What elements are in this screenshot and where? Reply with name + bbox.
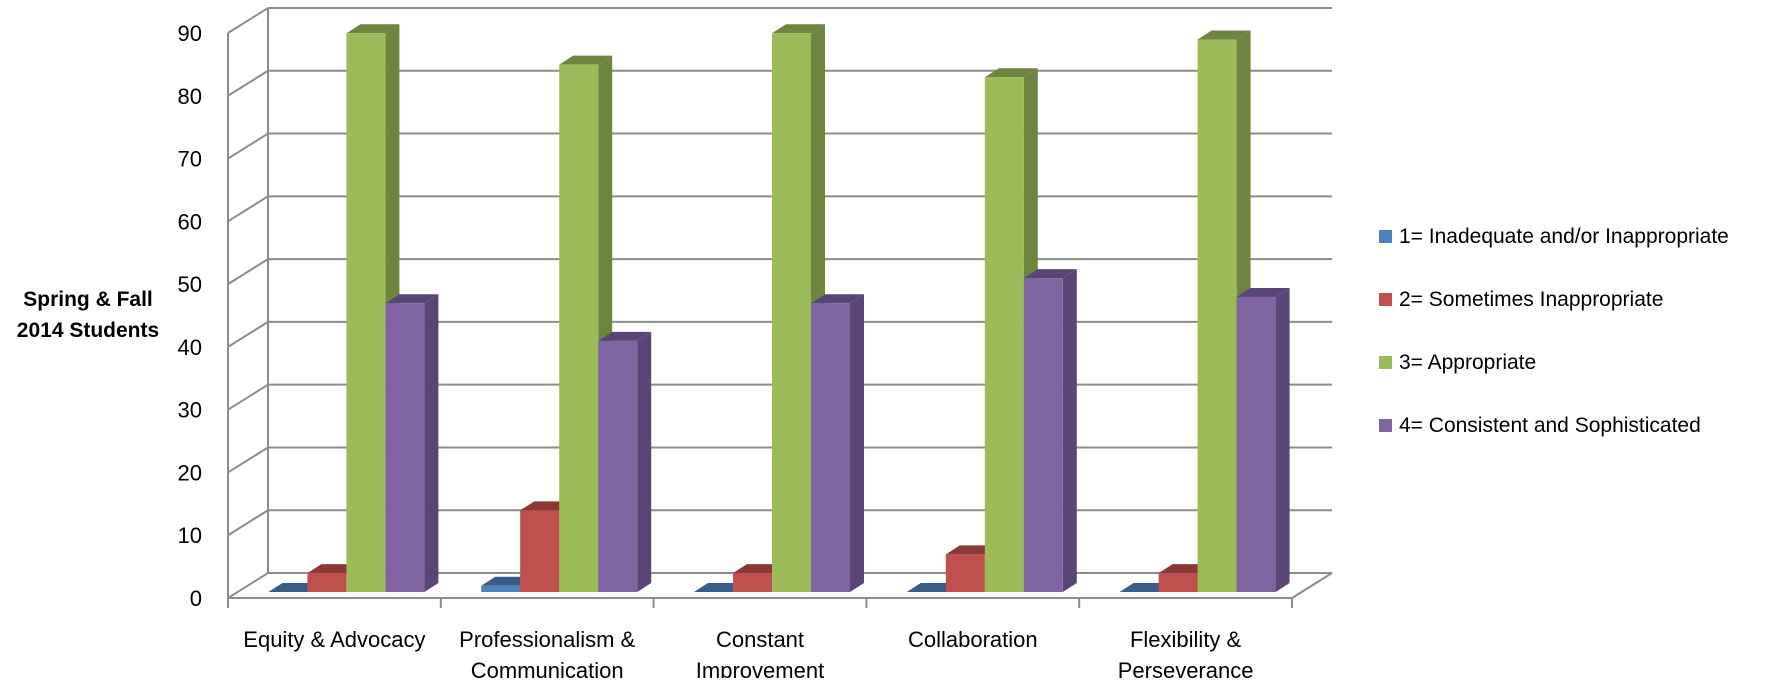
y-tick-label: 70 — [178, 147, 202, 172]
legend-swatch — [1379, 356, 1392, 369]
gridline-side — [227, 509, 269, 537]
bar — [772, 33, 811, 593]
legend-swatch — [1379, 230, 1392, 243]
y-tick-label: 10 — [178, 523, 202, 548]
floor-right-edge — [1291, 572, 1333, 599]
bar-side — [1062, 269, 1077, 592]
bar — [733, 573, 772, 592]
gridline-side — [227, 195, 269, 223]
x-category-label: Perseverance — [1118, 658, 1254, 678]
gridline-side — [227, 383, 269, 411]
y-tick-label: 30 — [178, 398, 202, 423]
bar — [1197, 39, 1237, 593]
gridline-side — [227, 321, 269, 348]
bar — [984, 77, 1024, 592]
bar-top — [1236, 287, 1290, 297]
y-axis-title: Spring & Fall — [23, 288, 153, 311]
gridline-side — [227, 446, 269, 474]
bar-side — [1275, 287, 1290, 592]
legend-label: 1= Inadequate and/or Inappropriate — [1399, 225, 1729, 248]
bar — [481, 585, 521, 592]
x-category-label: Communication — [471, 658, 624, 678]
legend-swatch — [1379, 419, 1392, 432]
bar-top — [811, 294, 864, 304]
gridline-side — [227, 69, 269, 97]
y-tick-label: 0 — [190, 586, 202, 611]
y-tick-label: 60 — [178, 209, 202, 234]
bar — [346, 33, 386, 593]
bar-side — [424, 294, 439, 592]
x-category-label: Constant — [716, 627, 804, 652]
x-category-label: Flexibility & — [1130, 627, 1242, 652]
y-tick-label: 90 — [178, 21, 202, 46]
bar — [559, 64, 599, 592]
bar-top — [1197, 30, 1251, 40]
bar — [385, 303, 425, 592]
y-axis-title: 2014 Students — [17, 319, 159, 342]
bar — [811, 303, 850, 592]
bar-top — [385, 294, 439, 304]
bar-top — [346, 24, 400, 34]
legend-label: 2= Sometimes Inappropriate — [1399, 288, 1663, 311]
bar-top — [1023, 269, 1077, 279]
bar — [945, 554, 985, 592]
bar-top — [772, 24, 825, 34]
legend-label: 4= Consistent and Sophisticated — [1399, 414, 1701, 437]
bar — [598, 340, 638, 592]
bar — [1236, 296, 1276, 592]
bar-top — [559, 55, 613, 65]
bar-top — [598, 331, 652, 341]
gridline-side — [227, 258, 269, 285]
x-category-label: Collaboration — [908, 627, 1038, 652]
bar-side — [637, 331, 652, 592]
legend-swatch — [1379, 293, 1392, 306]
bar — [520, 510, 560, 592]
x-category-label: Equity & Advocacy — [243, 627, 425, 652]
y-tick-label: 20 — [178, 460, 202, 485]
y-tick-label: 50 — [178, 272, 202, 297]
bar-side — [850, 294, 864, 592]
x-category-label: Professionalism & — [459, 627, 635, 652]
bar — [1158, 573, 1198, 592]
bar — [1023, 278, 1063, 592]
legend-label: 3= Appropriate — [1399, 351, 1536, 374]
gridline-side — [227, 572, 269, 599]
y-tick-label: 40 — [178, 335, 202, 360]
gridline-side — [227, 132, 269, 160]
bar-top — [984, 68, 1038, 78]
x-category-label: Improvement — [696, 658, 824, 678]
y-tick-label: 80 — [178, 84, 202, 109]
bar — [307, 573, 347, 592]
gridline-side — [227, 7, 269, 34]
